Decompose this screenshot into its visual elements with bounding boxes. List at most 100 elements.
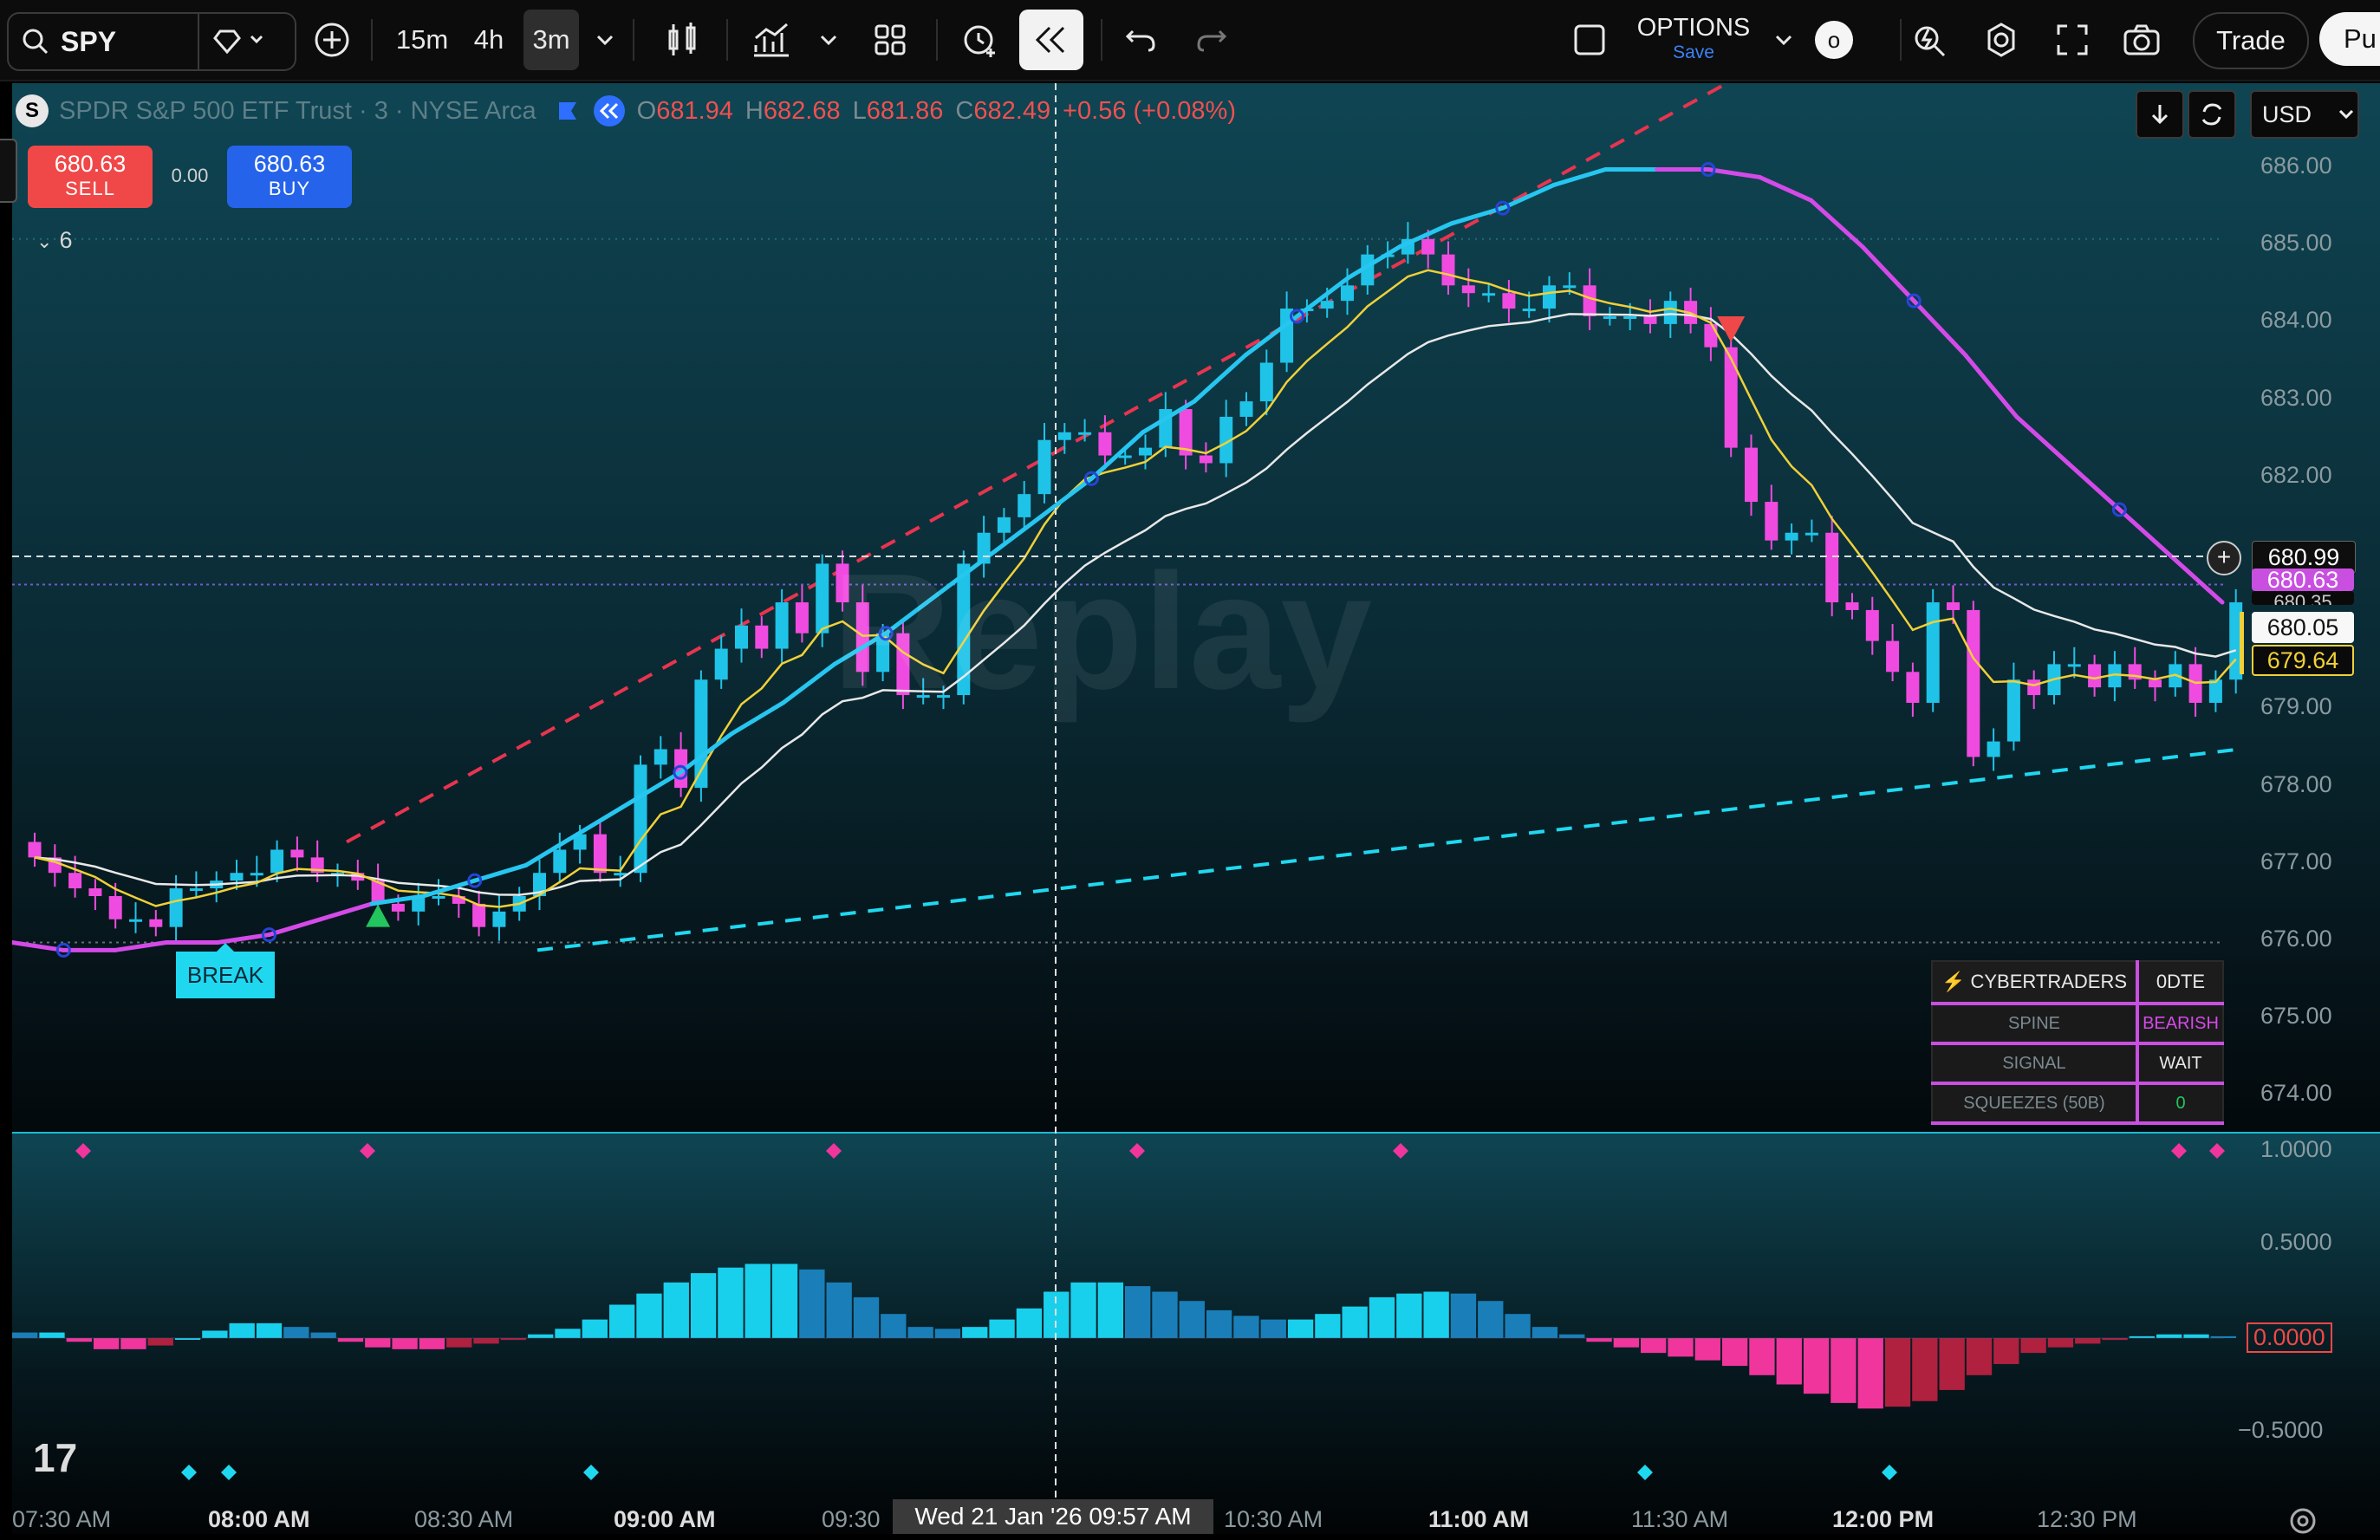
alert-button[interactable]	[957, 10, 1004, 70]
spine-line-segment	[113, 940, 169, 952]
drawing-panel-toggle[interactable]	[0, 139, 17, 203]
oscillator-bar	[771, 1264, 798, 1338]
spine-line-segment	[1706, 167, 1762, 179]
oscillator-bar	[1233, 1316, 1259, 1338]
oscillator-axis-label: 0.0000	[2247, 1322, 2332, 1353]
candle-body	[1785, 532, 1798, 541]
diamond-icon	[213, 29, 263, 55]
currency-select[interactable]: USD	[2250, 90, 2359, 139]
candle-body	[391, 903, 405, 912]
release-diamond-marker	[181, 1465, 197, 1480]
chart-type-button[interactable]	[659, 10, 706, 70]
oscillator-bar	[2102, 1338, 2128, 1341]
tradingview-logo[interactable]: 17	[33, 1435, 78, 1480]
interval-3m[interactable]: 3m	[523, 10, 579, 70]
oscillator-bar	[147, 1338, 173, 1346]
buy-button[interactable]: 680.63 BUY	[227, 146, 352, 208]
oscillator-bar	[690, 1273, 717, 1338]
candle-body	[68, 873, 82, 889]
quick-search-button[interactable]	[1907, 10, 1954, 70]
redo-button[interactable]	[1189, 10, 1232, 70]
candle-body	[1219, 416, 1233, 464]
oscillator-bar	[608, 1304, 635, 1338]
trade-button[interactable]: Trade	[2193, 12, 2309, 69]
replay-button[interactable]	[1019, 10, 1083, 70]
candle-body	[290, 849, 304, 858]
candle-body	[1583, 285, 1596, 316]
time-axis-label: 09:00 AM	[614, 1506, 716, 1532]
undo-button[interactable]	[1120, 10, 1163, 70]
time-axis-label: 08:00 AM	[208, 1506, 310, 1532]
time-axis-settings-icon[interactable]	[2288, 1506, 2318, 1540]
interval-4h[interactable]: 4h	[473, 24, 504, 55]
oscillator-bar	[1884, 1338, 1911, 1407]
oscillator-bar	[93, 1338, 120, 1349]
table-header-row: ⚡ CYBERTRADERS 0DTE	[1931, 960, 2224, 1005]
candle-body	[2149, 679, 2162, 688]
squeeze-diamond-marker	[2171, 1143, 2187, 1159]
candle-body	[1906, 672, 1920, 703]
options-toggle[interactable]: OPTIONS Save	[1633, 14, 1754, 63]
candle-body	[1967, 609, 1980, 757]
candle-body	[937, 695, 950, 699]
candle-body	[2006, 679, 2020, 742]
squeeze-diamond-marker	[2209, 1143, 2225, 1159]
indicators-collapse-toggle[interactable]: ⌄ 6	[36, 227, 72, 254]
gear-icon	[1987, 23, 2015, 57]
candle-body	[816, 563, 829, 634]
symbol-search[interactable]: SPY	[7, 12, 199, 71]
options-badge[interactable]: o	[1815, 21, 1853, 59]
candle-body	[1179, 409, 1193, 456]
spine-line-segment	[1141, 399, 1197, 435]
replay-rewind-icon[interactable]	[593, 95, 625, 127]
sell-button[interactable]: 680.63 SELL	[28, 146, 153, 208]
interval-dropdown[interactable]	[586, 10, 624, 70]
spine-line-segment	[318, 901, 374, 922]
price-axis-label: 676.00	[2260, 926, 2332, 952]
favorites-dropdown[interactable]	[196, 12, 296, 71]
oscillator-bar	[663, 1282, 689, 1338]
oscillator-bar	[1939, 1338, 1965, 1390]
publish-button[interactable]: Pu	[2319, 12, 2380, 66]
chevron-down-icon	[2338, 109, 2354, 120]
oscillator-bar	[934, 1329, 961, 1338]
candle-body	[876, 633, 890, 673]
release-diamond-marker	[1637, 1465, 1653, 1480]
oscillator-bar	[174, 1338, 201, 1340]
indicators-dropdown[interactable]	[813, 10, 844, 70]
add-alert-plus-icon[interactable]: +	[2207, 541, 2241, 575]
auto-scale-button[interactable]	[2188, 90, 2236, 139]
layout-button[interactable]	[867, 10, 914, 70]
chart-area[interactable]	[12, 83, 2380, 1534]
symbol-label: SPY	[61, 25, 117, 57]
flag-icon[interactable]	[556, 101, 580, 121]
candle-body	[1603, 315, 1616, 319]
candle-body	[1886, 640, 1900, 673]
options-dropdown[interactable]	[1768, 10, 1799, 70]
indicators-button[interactable]	[747, 10, 796, 70]
screenshot-button[interactable]	[2118, 10, 2165, 70]
symbol-title[interactable]: SPDR S&P 500 ETF Trust · 3 · NYSE Arca	[59, 96, 536, 125]
scroll-to-realtime-button[interactable]	[2136, 90, 2184, 139]
options-checkbox[interactable]	[1567, 10, 1612, 70]
oscillator-bar	[1152, 1291, 1178, 1338]
oscillator-bar	[1396, 1293, 1422, 1338]
price-chart[interactable]	[12, 83, 2380, 1534]
oscillator-axis-label: 1.0000	[2260, 1136, 2332, 1162]
scale-handle[interactable]	[2240, 612, 2244, 674]
spine-line-segment	[678, 731, 734, 775]
spine-line-segment	[215, 932, 272, 945]
spine-line-segment	[523, 832, 580, 867]
candle-body	[553, 849, 567, 874]
oscillator-bar	[202, 1330, 228, 1338]
candle-body	[714, 648, 728, 680]
candle-body	[1825, 532, 1839, 603]
spine-line-segment	[1757, 174, 1814, 203]
fullscreen-button[interactable]	[2049, 10, 2096, 70]
interval-15m[interactable]: 15m	[395, 24, 449, 55]
add-symbol-button[interactable]	[309, 10, 355, 70]
candle-body	[775, 602, 789, 649]
candle-body	[230, 873, 244, 881]
candle-body	[1441, 254, 1455, 286]
settings-button[interactable]	[1978, 10, 2025, 70]
